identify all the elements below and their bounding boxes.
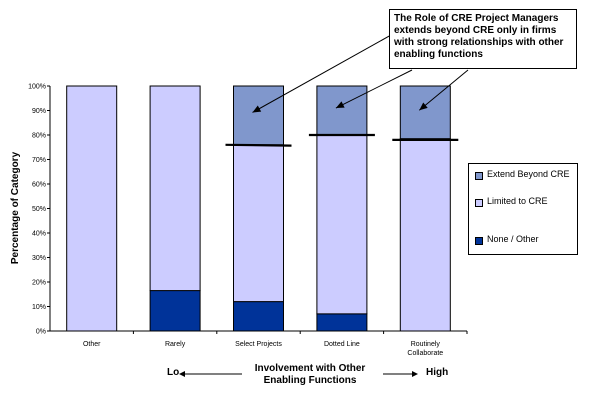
y-tick-label: 20%: [32, 280, 46, 287]
x-axis-title: Involvement with Other Enabling Function…: [254, 363, 366, 386]
y-axis: 0% 10% 20% 30% 40% 50% 60% 70% 80% 90% 100%: [28, 84, 51, 336]
legend-item-none: None / Other: [475, 234, 572, 245]
bar-segment: [316, 85, 368, 136]
bar-segment: [149, 85, 201, 292]
callout-arrow-line: [335, 69, 413, 109]
legend-item-limited: Limited to CRE: [475, 196, 572, 207]
legend-label: None / Other: [487, 234, 539, 244]
bar-segment: [233, 144, 284, 303]
y-tick-label: 30%: [32, 255, 46, 262]
x-tick-label: Rarely: [165, 341, 186, 348]
bar-segment: [316, 134, 368, 315]
bar-segment: [316, 313, 368, 332]
bar-segment: [399, 85, 451, 140]
y-axis-title: Percentage of Category: [10, 151, 21, 264]
callout-arrow-head: [252, 105, 262, 113]
annotation-callout: The Role of CRE Project Managers extends…: [389, 9, 577, 69]
callout-arrow-line: [418, 69, 469, 111]
legend-label: Extend Beyond CRE: [487, 169, 570, 179]
y-tick-label: 0%: [36, 329, 46, 336]
y-tick-label: 60%: [32, 182, 46, 189]
y-tick-label: 90%: [32, 108, 46, 115]
bar-segment: [149, 290, 201, 332]
x-high-label: High: [426, 367, 449, 378]
legend-item-extend: Extend Beyond CRE: [475, 169, 572, 180]
bars: [66, 85, 451, 332]
x-low-label: Lo: [167, 367, 180, 378]
bar-segment: [66, 85, 118, 332]
threshold-markers: [225, 133, 459, 147]
legend-swatch: [475, 199, 483, 207]
x-tick-label: Routinely: [411, 341, 441, 348]
y-tick-label: 40%: [32, 231, 46, 238]
x-tick-label: Collaborate: [407, 350, 443, 357]
y-tick-label: 50%: [32, 206, 46, 213]
callout-arrow-head: [335, 101, 345, 109]
x-tick-label: Select Projects: [235, 341, 282, 348]
bar-segment: [399, 138, 451, 332]
callout-arrows: [252, 29, 469, 113]
threshold-marker: [225, 143, 292, 147]
y-tick-label: 70%: [32, 157, 46, 164]
y-tick-label: 10%: [32, 304, 46, 311]
callout-arrow-line: [252, 29, 401, 113]
direction-arrow: [179, 371, 418, 377]
x-axis: Other Rarely Select Projects Dotted Line Rou…: [50, 330, 468, 357]
bar-segment: [233, 85, 284, 146]
legend-swatch: [475, 172, 483, 180]
y-tick-label: 80%: [32, 133, 46, 140]
legend: Extend Beyond CRE Limited to CRE None / …: [468, 163, 578, 255]
x-tick-label: Other: [83, 341, 101, 348]
legend-swatch: [475, 237, 483, 245]
y-tick-label: 100%: [28, 84, 46, 91]
callout-arrow-head: [419, 102, 428, 111]
x-tick-label: Dotted Line: [324, 341, 360, 348]
bar-segment: [233, 301, 284, 332]
legend-label: Limited to CRE: [487, 196, 548, 206]
